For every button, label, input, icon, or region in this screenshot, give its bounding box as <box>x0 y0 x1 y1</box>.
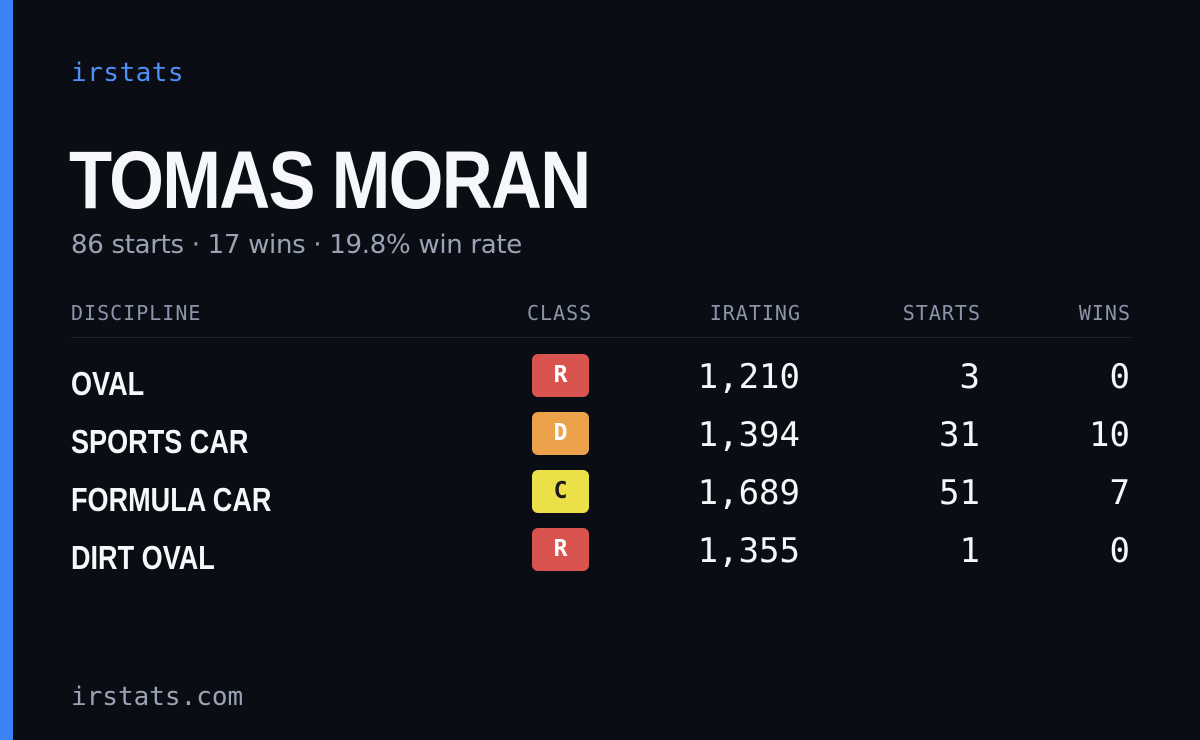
table-row: SPORTS CAR D 1,394 31 10 <box>71 406 1131 464</box>
irating-value: 1,355 <box>697 531 800 571</box>
discipline-name: OVAL <box>71 365 145 402</box>
wins-value: 10 <box>1089 415 1130 455</box>
irating-value: 1,210 <box>697 357 800 397</box>
starts-value: 3 <box>959 357 980 397</box>
header-irating: IRATING <box>709 301 801 325</box>
discipline-name: SPORTS CAR <box>71 423 249 460</box>
discipline-table: OVAL R 1,210 3 0 SPORTS CAR D 1,394 31 1… <box>71 348 1131 580</box>
wins-value: 7 <box>1109 473 1130 513</box>
irating-value: 1,394 <box>697 415 800 455</box>
table-row: DIRT OVAL R 1,355 1 0 <box>71 522 1131 580</box>
starts-value: 1 <box>959 531 980 571</box>
table-row: OVAL R 1,210 3 0 <box>71 348 1131 406</box>
header-starts: STARTS <box>902 301 981 325</box>
brand-logo: irstats <box>71 58 185 88</box>
table-header: DISCIPLINE CLASS IRATING STARTS WINS <box>71 298 1131 338</box>
wins-value: 0 <box>1109 357 1130 397</box>
table-row: FORMULA CAR C 1,689 51 7 <box>71 464 1131 522</box>
driver-name: TOMAS MORAN <box>69 135 591 226</box>
starts-value: 31 <box>939 415 980 455</box>
license-class-badge: C <box>532 470 589 513</box>
header-wins: WINS <box>1078 301 1131 325</box>
header-discipline: DISCIPLINE <box>71 301 202 325</box>
driver-summary: 86 starts · 17 wins · 19.8% win rate <box>71 230 523 260</box>
license-class-badge: D <box>532 412 589 455</box>
starts-value: 51 <box>939 473 980 513</box>
irating-value: 1,689 <box>697 473 800 513</box>
discipline-name: DIRT OVAL <box>71 539 215 576</box>
license-class-badge: R <box>532 354 589 397</box>
accent-bar <box>0 0 13 740</box>
footer-url: irstats.com <box>71 682 244 712</box>
license-class-badge: R <box>532 528 589 571</box>
discipline-name: FORMULA CAR <box>71 481 272 518</box>
wins-value: 0 <box>1109 531 1130 571</box>
header-class: CLASS <box>527 301 593 325</box>
